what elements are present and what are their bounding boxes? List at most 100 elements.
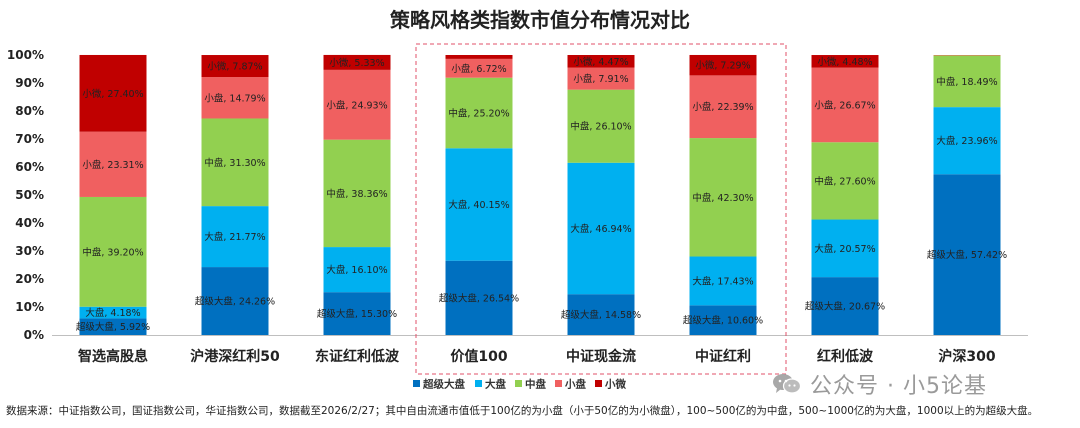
y-tick-label: 70% <box>15 132 44 146</box>
y-tick-label: 40% <box>15 216 44 230</box>
bar-segment <box>201 267 269 335</box>
y-axis: 0% 10% 20% 30% 40% 50% 60% 70% 80% 90% 100% <box>7 48 44 342</box>
bar-segment <box>811 67 879 143</box>
data-label: 小盘, 26.67% <box>814 99 875 111</box>
data-label: 大盘, 21.77% <box>204 231 265 243</box>
bar-segment <box>567 162 635 295</box>
data-label: 中盘, 39.20% <box>82 246 143 258</box>
data-label: 小盘, 22.39% <box>692 101 753 113</box>
bar-segment <box>567 294 635 335</box>
bar-segment <box>445 55 513 59</box>
bar-segment <box>79 318 147 335</box>
bar-segment <box>811 219 879 278</box>
x-tick-label: 智选高股息 <box>77 348 148 365</box>
legend-label: 超级大盘 <box>422 378 465 391</box>
bar-segment <box>79 306 147 319</box>
x-axis: 智选高股息 沪港深红利50 东证红利低波 价值100 中证现金流 中证红利 红利低波 沪深30… <box>52 335 1028 365</box>
bar-segment <box>933 174 1001 335</box>
legend-swatch <box>555 380 562 387</box>
data-label: 大盘, 23.96% <box>936 135 997 147</box>
wechat-icon <box>773 374 802 394</box>
data-label: 大盘, 40.15% <box>448 199 509 211</box>
x-tick-label: 中证现金流 <box>566 348 636 365</box>
data-label: 中盘, 42.30% <box>692 192 753 204</box>
bar-segment <box>445 148 513 261</box>
bar-segment <box>201 77 269 119</box>
data-label: 超级大盘, 10.60% <box>683 315 763 327</box>
data-label: 小微, 4.47% <box>573 56 628 68</box>
bar-segment <box>201 55 269 78</box>
y-tick-label: 30% <box>15 244 44 258</box>
data-label: 小盘, 23.31% <box>82 159 143 171</box>
x-tick-label: 东证红利低波 <box>315 348 400 365</box>
bar-segment <box>79 131 147 197</box>
data-label: 小盘, 6.72% <box>451 63 506 75</box>
bar-segment <box>79 54 147 132</box>
legend: 超级大盘 大盘 中盘 小盘 小微 <box>413 378 626 391</box>
bar-segment <box>201 118 269 207</box>
bar-segment <box>323 292 391 335</box>
bar-segment <box>933 107 1001 175</box>
data-label: 中盘, 18.49% <box>936 76 997 88</box>
y-tick-label: 60% <box>15 160 44 174</box>
data-label: 超级大盘, 5.92% <box>76 321 150 333</box>
bar-segment <box>567 67 635 90</box>
data-label: 中盘, 26.10% <box>570 121 631 133</box>
x-tick-label: 沪深300 <box>938 348 995 365</box>
bar-segment <box>567 55 635 68</box>
highlight-box <box>415 43 787 375</box>
bar-segment <box>323 69 391 140</box>
bar-segment <box>933 55 1001 56</box>
chart-title: 策略风格类指数市值分布情况对比 <box>390 8 690 32</box>
data-label: 中盘, 31.30% <box>204 157 265 169</box>
bar-segment <box>445 58 513 78</box>
data-label: 小盘, 24.93% <box>326 99 387 111</box>
bar-segment <box>689 54 757 76</box>
bar-segment <box>689 138 757 257</box>
data-label: 大盘, 16.10% <box>326 264 387 276</box>
bar-segment <box>201 206 269 268</box>
data-label: 小微, 5.33% <box>329 57 384 69</box>
data-label: 小盘, 14.79% <box>204 92 265 104</box>
bar-segment <box>445 260 513 335</box>
x-tick-label: 红利低波 <box>817 348 874 365</box>
bar-segment <box>811 277 879 335</box>
legend-label: 小盘 <box>564 378 586 391</box>
stacked-bar-chart: 策略风格类指数市值分布情况对比 0% 10% 20% 30% 40% 50% 60% 70% 8… <box>7 8 1028 391</box>
data-label: 小微, 7.87% <box>207 61 262 73</box>
legend-swatch <box>515 380 522 387</box>
data-label: 小微, 7.29% <box>695 60 750 72</box>
bar-segment <box>811 55 879 68</box>
data-label: 超级大盘, 20.67% <box>805 301 885 313</box>
watermark: 公众号 · 小5论基 <box>772 368 987 400</box>
data-label: 超级大盘, 26.54% <box>439 292 519 304</box>
watermark-text: 公众号 · 小5论基 <box>810 374 987 399</box>
y-tick-label: 80% <box>15 104 44 118</box>
data-label: 中盘, 25.20% <box>448 107 509 119</box>
legend-swatch <box>595 380 602 387</box>
bar-segment <box>933 55 1001 108</box>
bar-segment <box>689 305 757 335</box>
data-label: 大盘, 4.18% <box>85 307 140 319</box>
data-label: 中盘, 27.60% <box>814 175 875 187</box>
y-tick-label: 90% <box>15 76 44 90</box>
bar-segment <box>567 89 635 163</box>
bar-segment <box>689 75 757 139</box>
data-label: 超级大盘, 57.42% <box>927 249 1007 261</box>
bar-segment <box>689 256 757 306</box>
legend-label: 大盘 <box>485 378 506 391</box>
y-tick-label: 20% <box>15 272 44 286</box>
x-tick-label: 中证红利 <box>695 348 751 365</box>
y-tick-label: 10% <box>15 300 44 314</box>
data-label: 大盘, 46.94% <box>570 223 631 235</box>
legend-label: 中盘 <box>525 378 546 391</box>
y-tick-label: 0% <box>24 328 44 342</box>
legend-swatch <box>413 380 420 387</box>
data-label: 超级大盘, 14.58% <box>561 309 641 321</box>
data-label: 小微, 27.40% <box>82 88 143 100</box>
data-label: 中盘, 38.36% <box>326 188 387 200</box>
data-label: 大盘, 20.57% <box>814 243 875 255</box>
source-footnote: 数据来源：中证指数公司，国证指数公司，华证指数公司，数据截至2026/2/27；… <box>6 405 1039 417</box>
bar-segment <box>445 77 513 149</box>
data-label: 小盘, 7.91% <box>573 73 628 85</box>
